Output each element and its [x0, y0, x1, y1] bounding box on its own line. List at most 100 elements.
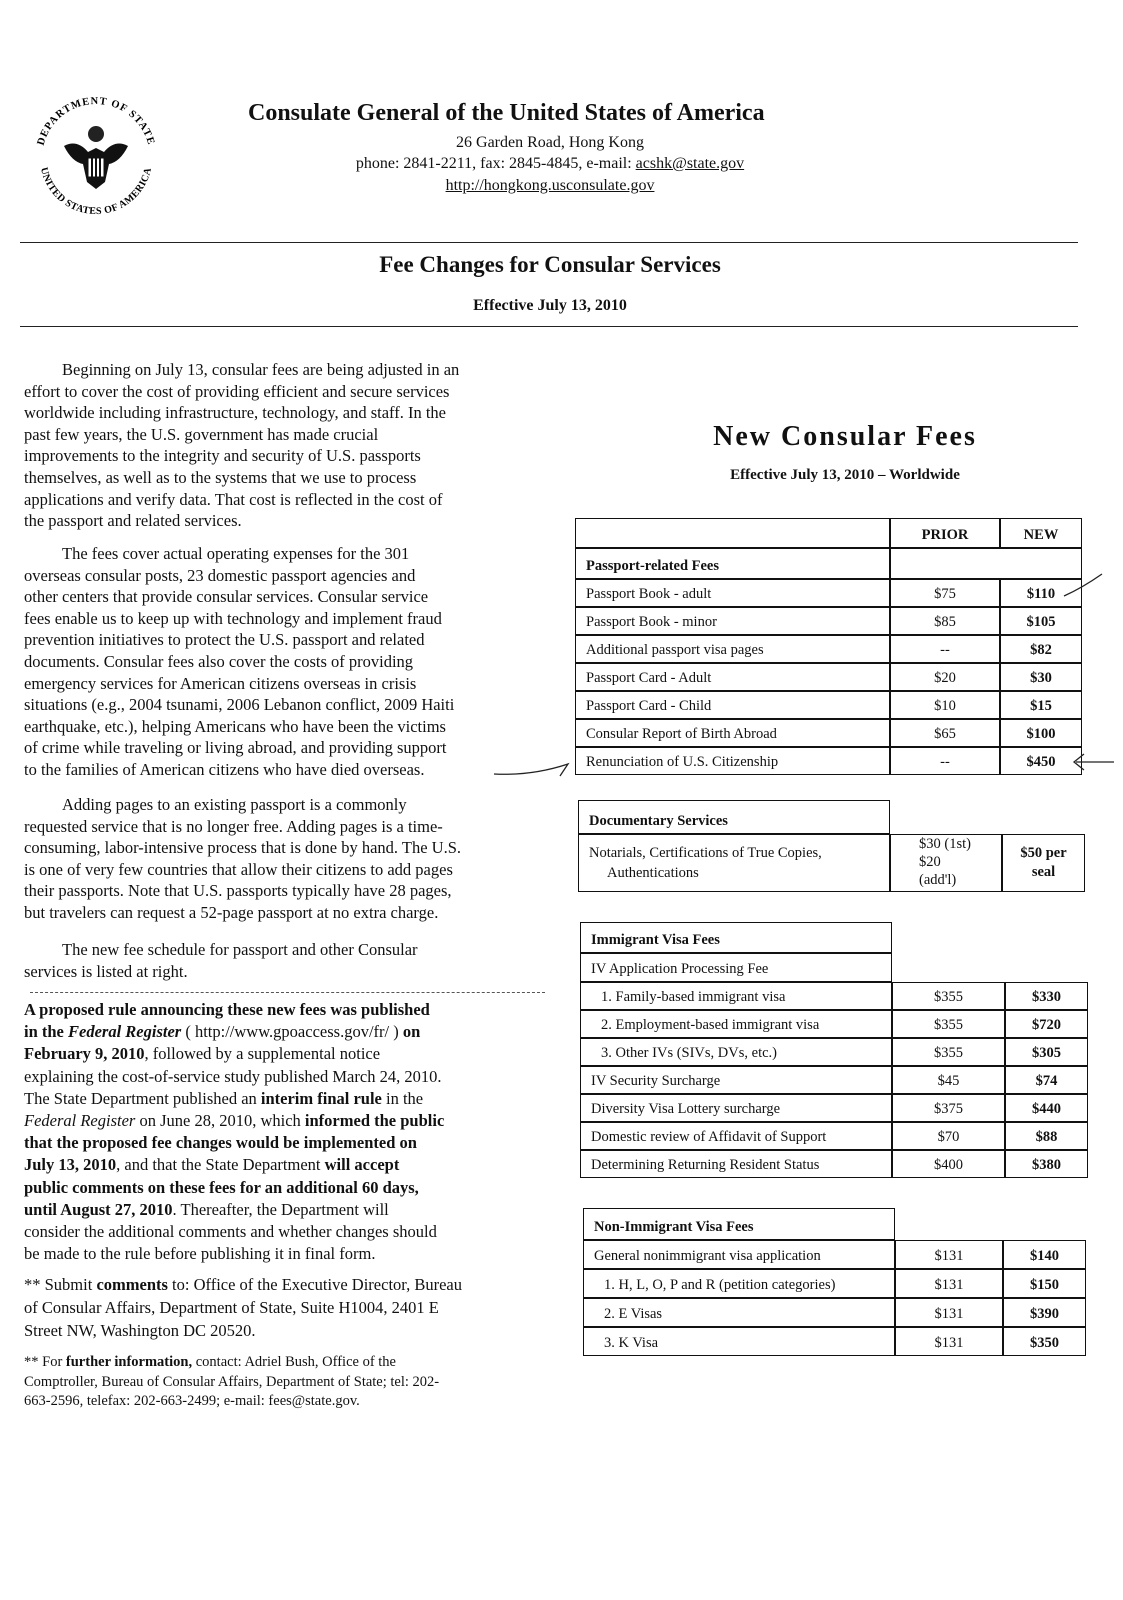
fee-row-prior-text: $85 — [934, 614, 956, 630]
fee-row-new: $82 — [1000, 635, 1082, 663]
text-segment: July 13, 2010 — [24, 1155, 117, 1175]
fee-row-new-text: $82 — [1030, 642, 1052, 658]
text-segment: to: Office of the Executive Director, Bu… — [167, 1275, 463, 1294]
fee-row-new-text: $100 — [1026, 726, 1056, 742]
fee-row-label: 1. H, L, O, P and R (petition categories… — [583, 1269, 895, 1298]
fee-row-label-text: Passport Card - Adult — [586, 670, 712, 686]
fee-row-prior-text: $355 — [934, 989, 963, 1005]
text-segment: explaining the cost-of-service study pub… — [24, 1066, 442, 1086]
fee-row-prior: $45 — [892, 1066, 1005, 1094]
fees-title: New Consular Fees — [713, 421, 977, 452]
consulate-url-link[interactable]: http://hongkong.usconsulate.gov — [445, 177, 655, 194]
fee-row-label: Renunciation of U.S. Citizenship — [575, 747, 890, 775]
fee-row-label-text: 3. K Visa — [604, 1335, 659, 1351]
paragraph-line: Adding pages to an existing passport is … — [62, 795, 407, 814]
paragraph-line: public comments on these fees for an add… — [24, 1178, 419, 1198]
text-segment: ** For — [24, 1354, 66, 1370]
fee-row-label: 2. E Visas — [583, 1298, 895, 1327]
paragraph-line: The fees cover actual operating expenses… — [62, 544, 410, 563]
text-segment: will accept — [324, 1155, 400, 1175]
fee-row-label-text: General nonimmigrant visa application — [594, 1248, 821, 1264]
fee-row-prior-text: $375 — [934, 1101, 963, 1117]
column-header-new: NEW — [1000, 518, 1082, 548]
fee-row-label-text: Domestic review of Affidavit of Support — [591, 1129, 827, 1145]
fee-row-new: $15 — [1000, 691, 1082, 719]
fee-row-prior-text: $131 — [934, 1248, 964, 1264]
fee-row-label-text: Notarials, Certifications of True Copies… — [589, 845, 822, 861]
fee-row-prior: $30 (1st) $20 (add'l) — [890, 834, 1002, 892]
paragraph-line: July 13, 2010, and that the State Depart… — [24, 1155, 399, 1175]
fee-row-new: $450 — [1000, 747, 1082, 775]
paragraph-line: be made to the rule before publishing it… — [24, 1244, 375, 1264]
fee-row-new-text: $50 per — [1020, 845, 1067, 861]
text-segment: that the proposed fee changes would be i… — [24, 1133, 417, 1153]
fee-row-prior-text: $30 (1st) — [919, 836, 971, 852]
text-segment: further information, — [65, 1354, 193, 1370]
fee-row-new-text: $350 — [1030, 1335, 1059, 1351]
section-header: Passport-related Fees — [575, 548, 890, 579]
fee-row-label-text: Determining Returning Resident Status — [591, 1157, 820, 1173]
paragraph-line: earthquake, etc.), helping Americans who… — [24, 716, 446, 736]
fee-row-new-text: $15 — [1030, 698, 1052, 714]
fee-row-prior: $131 — [895, 1269, 1003, 1298]
section-header: Non-Immigrant Visa Fees — [583, 1208, 895, 1240]
text-segment: The State Department published an — [24, 1088, 261, 1108]
fee-row-prior-text: $131 — [934, 1306, 964, 1322]
fee-row-prior: $65 — [890, 719, 1000, 747]
fee-row-label: Diversity Visa Lottery surcharge — [580, 1094, 892, 1122]
text-segment: informed the public — [304, 1111, 445, 1130]
fee-row-prior-text: $70 — [937, 1129, 960, 1145]
paragraph-line: Beginning on July 13, consular fees are … — [62, 360, 460, 379]
email-link[interactable]: acshk@state.gov — [635, 155, 745, 172]
fee-row-label: Passport Card - Child — [575, 691, 890, 719]
paragraph-line: effort to cover the cost of providing ef… — [24, 381, 450, 401]
document-title: Fee Changes for Consular Services — [379, 252, 721, 277]
paragraph-line: to the families of American citizens who… — [24, 760, 425, 779]
paragraph-line: of Consular Affairs, Department of State… — [24, 1298, 439, 1318]
fee-row-label: Consular Report of Birth Abroad — [575, 719, 890, 747]
text-segment: consider the additional comments and whe… — [24, 1222, 437, 1241]
fee-row-label-text: Passport Book - minor — [586, 614, 717, 630]
text-segment: public comments on these fees for an add… — [24, 1177, 419, 1197]
fee-row-label-text: Consular Report of Birth Abroad — [586, 726, 777, 742]
text-segment: Comptroller, Bureau of Consular Affairs,… — [24, 1373, 440, 1390]
column-header-new-text: NEW — [1023, 527, 1059, 543]
fee-row-prior-text: -- — [940, 754, 950, 770]
text-segment: ( http://www.gpoaccess.gov/fr/ ) — [181, 1022, 403, 1042]
paragraph-line: ** Submit comments to: Office of the Exe… — [24, 1275, 462, 1295]
fee-row-prior-text: $65 — [934, 726, 956, 742]
fee-row-label: Passport Book - minor — [575, 607, 890, 635]
fee-row-prior-text: $400 — [934, 1157, 963, 1173]
paragraph-line: explaining the cost-of-service study pub… — [24, 1067, 441, 1087]
fee-row-label-text: 2. Employment-based immigrant visa — [601, 1017, 820, 1033]
fee-row-label: Additional passport visa pages — [575, 635, 890, 663]
fee-row-label: IV Security Surcharge — [580, 1066, 892, 1094]
text-segment: contact: Adriel Bush, Office of the — [192, 1354, 396, 1370]
divider-top — [20, 242, 1078, 243]
fee-row-prior: -- — [890, 635, 1000, 663]
paragraph-line: worldwide including infrastructure, tech… — [24, 403, 447, 423]
fee-row-new: $305 — [1005, 1038, 1088, 1066]
text-segment: interim final rule — [260, 1088, 382, 1108]
fee-row-prior: $85 — [890, 607, 1000, 635]
fee-row-label: Passport Book - adult — [575, 579, 890, 607]
fee-row-new: $50 per seal — [1002, 834, 1085, 892]
fee-row-label: 3. K Visa — [583, 1327, 895, 1356]
text-segment: in the — [381, 1088, 424, 1108]
text-segment: Street NW, Washington DC 20520. — [24, 1321, 256, 1340]
paragraph-line: 663-2596, telefax: 202-663-2499; e-mail:… — [24, 1393, 360, 1410]
fee-row-new-text: $450 — [1026, 754, 1056, 770]
fee-row-prior: $400 — [892, 1150, 1005, 1178]
fee-row-prior: $355 — [892, 1010, 1005, 1038]
fee-row-prior: $131 — [895, 1298, 1003, 1327]
fee-row-new: $30 — [1000, 663, 1082, 691]
text-segment: . Thereafter, the Department will — [172, 1199, 389, 1219]
paragraph-line: their passports. Note that U.S. passport… — [24, 881, 452, 901]
fee-row-prior-text: $75 — [934, 586, 956, 602]
fee-row-new: $150 — [1003, 1269, 1086, 1298]
fee-row-new-text: $30 — [1030, 670, 1052, 686]
fee-row-prior-text: $45 — [937, 1073, 960, 1089]
consulate-contact: phone: 2841-2211, fax: 2845-4845, e-mail… — [250, 155, 850, 173]
fee-row-new-text: $390 — [1030, 1306, 1059, 1322]
fee-row-prior: $355 — [892, 1038, 1005, 1066]
